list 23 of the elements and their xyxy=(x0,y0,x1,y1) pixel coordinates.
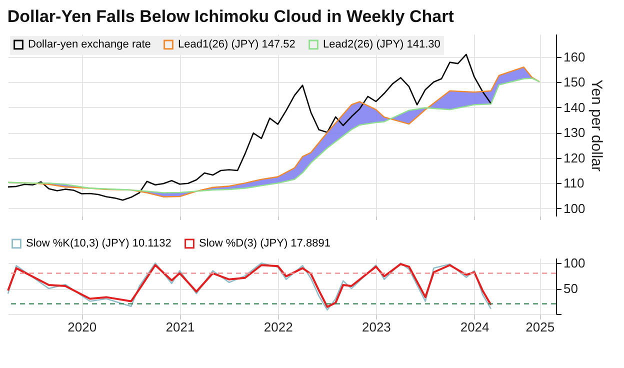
y-tick-label: 150 xyxy=(564,74,586,90)
line-series xyxy=(7,54,492,201)
y-tick-label: 140 xyxy=(564,100,586,115)
x-tick-label: 2021 xyxy=(166,320,195,334)
legend-label: Lead2(26) (JPY) 141.30 xyxy=(323,38,440,51)
y-axis-title: Yen per dollar xyxy=(588,79,606,172)
y-tick-label: 130 xyxy=(564,125,586,140)
legend-label: Lead1(26) (JPY) 147.52 xyxy=(178,38,296,51)
y-tick-label: 120 xyxy=(564,150,586,166)
y-tick-label: 160 xyxy=(564,49,586,64)
x-tick-label: 2024 xyxy=(460,320,490,334)
x-tick-label: 2025 xyxy=(526,320,555,334)
legend-label: Dollar-yen exchange rate xyxy=(28,38,151,51)
x-tick-label: 2020 xyxy=(68,320,97,334)
x-tick-label: 2022 xyxy=(264,320,293,334)
chart-title: Dollar-Yen Falls Below Ichimoku Cloud in Weekly Chart xyxy=(7,7,454,26)
legend-label: Slow %D(3) (JPY) 17.8891 xyxy=(199,238,330,250)
y-tick-label: 110 xyxy=(564,176,584,191)
legend-label: Slow %K(10,3) (JPY) 10.1132 xyxy=(26,238,172,250)
y-tick-label: 100 xyxy=(564,200,586,216)
y-tick-label: 50 xyxy=(564,281,578,296)
x-tick-label: 2023 xyxy=(362,320,391,334)
y-tick-label: 100 xyxy=(564,256,586,271)
